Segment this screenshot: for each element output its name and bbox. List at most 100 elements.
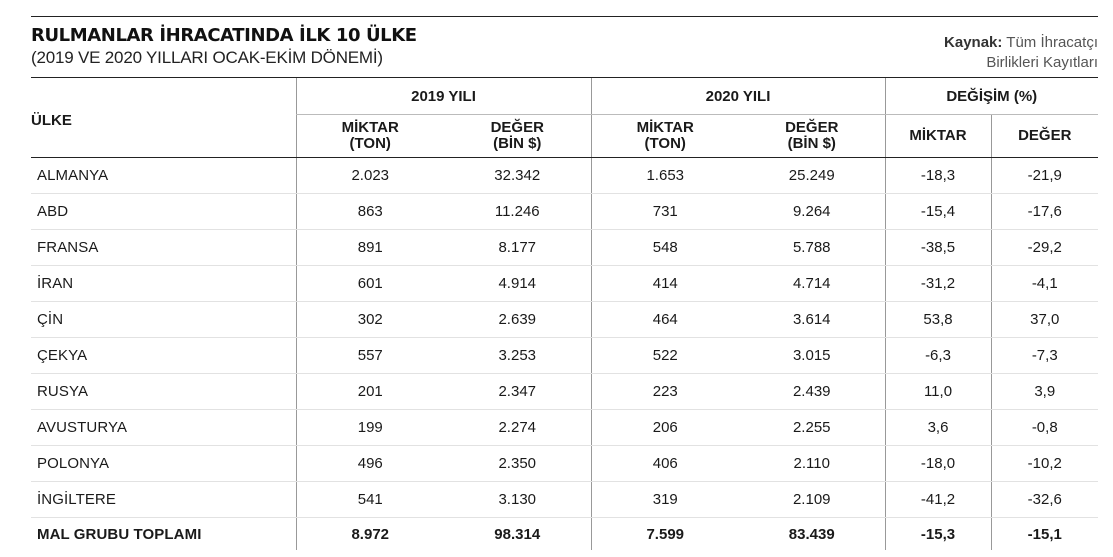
qty-2019-cell: 2.023 xyxy=(295,157,444,194)
change-qty-cell: 53,8 xyxy=(884,301,991,338)
change-val-cell: -17,6 xyxy=(990,193,1098,230)
country-cell: ÇEKYA xyxy=(31,337,296,374)
group-header-change: DEĞİŞİM (%) xyxy=(884,77,1098,115)
change-qty-cell: -18,3 xyxy=(884,157,991,194)
qty-2020-cell: 406 xyxy=(590,445,739,482)
total-row: MAL GRUBU TOPLAMI 8.972 98.314 7.599 83.… xyxy=(31,517,1098,550)
val-2020-cell: 5.788 xyxy=(739,229,885,266)
total-val-2020-cell: 83.439 xyxy=(739,517,885,550)
qty-2020-cell: 414 xyxy=(590,265,739,302)
val-2019-cell: 3.253 xyxy=(444,337,591,374)
total-qty-2020-cell: 7.599 xyxy=(590,517,739,550)
country-header: ÜLKE xyxy=(31,77,296,158)
total-change-qty-cell: -15,3 xyxy=(884,517,991,550)
table-row: FRANSA 891 8.177 548 5.788 -38,5 -29,2 xyxy=(31,229,1098,266)
val-2020-cell: 25.249 xyxy=(739,157,885,194)
country-cell: RUSYA xyxy=(31,373,296,410)
total-qty-2019-cell: 8.972 xyxy=(295,517,444,550)
total-change-val-cell: -15,1 xyxy=(990,517,1098,550)
change-qty-cell: -31,2 xyxy=(884,265,991,302)
val-2020-cell: 2.110 xyxy=(739,445,885,482)
source-label: Kaynak: xyxy=(944,34,1003,51)
qty-2020-cell: 548 xyxy=(590,229,739,266)
qty-2020-cell: 206 xyxy=(590,409,739,446)
country-cell: ALMANYA xyxy=(31,157,296,194)
qty-2019-cell: 863 xyxy=(295,193,444,230)
change-val-cell: -32,6 xyxy=(990,481,1098,518)
country-cell: İNGİLTERE xyxy=(31,481,296,518)
country-cell: FRANSA xyxy=(31,229,296,266)
change-val-cell: 37,0 xyxy=(990,301,1098,338)
country-cell: AVUSTURYA xyxy=(31,409,296,446)
table-row: ÇİN 302 2.639 464 3.614 53,8 37,0 xyxy=(31,301,1098,338)
qty-2020-cell: 1.653 xyxy=(590,157,739,194)
qty-2020-cell: 731 xyxy=(590,193,739,230)
change-qty-cell: -6,3 xyxy=(884,337,991,374)
table-row: RUSYA 201 2.347 223 2.439 11,0 3,9 xyxy=(31,373,1098,410)
export-table: ÜLKE 2019 YILI 2020 YILI DEĞİŞİM (%) MİK… xyxy=(31,77,1098,550)
table-row: İRAN 601 4.914 414 4.714 -31,2 -4,1 xyxy=(31,265,1098,302)
col-header-qty-2020: MİKTAR (TON) xyxy=(590,114,739,158)
qty-2020-cell: 319 xyxy=(590,481,739,518)
change-val-cell: -29,2 xyxy=(990,229,1098,266)
val-2020-cell: 4.714 xyxy=(739,265,885,302)
val-2019-cell: 3.130 xyxy=(444,481,591,518)
qty-2019-cell: 891 xyxy=(295,229,444,266)
qty-2019-cell: 496 xyxy=(295,445,444,482)
val-2019-cell: 2.639 xyxy=(444,301,591,338)
qty-2019-cell: 199 xyxy=(295,409,444,446)
qty-2020-cell: 522 xyxy=(590,337,739,374)
group-header-2020: 2020 YILI xyxy=(590,77,885,115)
change-val-cell: -0,8 xyxy=(990,409,1098,446)
val-2019-cell: 4.914 xyxy=(444,265,591,302)
header-row-columns: MİKTAR (TON) DEĞER (BİN $) MİKTAR (TON) DEĞ… xyxy=(31,114,1098,158)
col-header-val-2020: DEĞER (BİN $) xyxy=(739,114,885,158)
change-val-cell: -21,9 xyxy=(990,157,1098,194)
change-qty-cell: -41,2 xyxy=(884,481,991,518)
change-val-cell: 3,9 xyxy=(990,373,1098,410)
country-cell: ÇİN xyxy=(31,301,296,338)
col-header-val-2019: DEĞER (BİN $) xyxy=(444,114,591,158)
val-2019-cell: 32.342 xyxy=(444,157,591,194)
qty-2019-cell: 541 xyxy=(295,481,444,518)
change-qty-cell: 3,6 xyxy=(884,409,991,446)
change-qty-cell: -38,5 xyxy=(884,229,991,266)
val-2020-cell: 2.255 xyxy=(739,409,885,446)
table-row: ÇEKYA 557 3.253 522 3.015 -6,3 -7,3 xyxy=(31,337,1098,374)
col-header-qty-2019: MİKTAR (TON) xyxy=(295,114,444,158)
table-row: ALMANYA 2.023 32.342 1.653 25.249 -18,3 … xyxy=(31,157,1098,194)
source-note: Kaynak: Tüm İhracatçı Birlikleri Kayıtla… xyxy=(878,33,1098,73)
table-row: POLONYA 496 2.350 406 2.110 -18,0 -10,2 xyxy=(31,445,1098,482)
country-cell: İRAN xyxy=(31,265,296,302)
val-2019-cell: 2.274 xyxy=(444,409,591,446)
country-cell: POLONYA xyxy=(31,445,296,482)
country-cell: ABD xyxy=(31,193,296,230)
change-qty-cell: -15,4 xyxy=(884,193,991,230)
col-header-change-val: DEĞER xyxy=(990,114,1098,158)
qty-2020-cell: 464 xyxy=(590,301,739,338)
change-qty-cell: 11,0 xyxy=(884,373,991,410)
qty-2019-cell: 302 xyxy=(295,301,444,338)
table-row: AVUSTURYA 199 2.274 206 2.255 3,6 -0,8 xyxy=(31,409,1098,446)
qty-2020-cell: 223 xyxy=(590,373,739,410)
val-2020-cell: 9.264 xyxy=(739,193,885,230)
val-2020-cell: 3.015 xyxy=(739,337,885,374)
change-qty-cell: -18,0 xyxy=(884,445,991,482)
col-header-change-qty: MİKTAR xyxy=(884,114,991,158)
total-val-2019-cell: 98.314 xyxy=(444,517,591,550)
source-text-line2: Birlikleri Kayıtları xyxy=(986,54,1098,71)
table-row: ABD 863 11.246 731 9.264 -15,4 -17,6 xyxy=(31,193,1098,230)
val-2020-cell: 3.614 xyxy=(739,301,885,338)
val-2020-cell: 2.109 xyxy=(739,481,885,518)
group-header-2019: 2019 YILI xyxy=(295,77,591,115)
val-2020-cell: 2.439 xyxy=(739,373,885,410)
change-val-cell: -7,3 xyxy=(990,337,1098,374)
val-2019-cell: 2.350 xyxy=(444,445,591,482)
page-title: RULMANLAR İHRACATINDA İLK 10 ÜLKE xyxy=(31,25,417,46)
top-rule xyxy=(31,16,1098,17)
qty-2019-cell: 601 xyxy=(295,265,444,302)
total-label-cell: MAL GRUBU TOPLAMI xyxy=(31,517,296,550)
val-2019-cell: 2.347 xyxy=(444,373,591,410)
change-val-cell: -10,2 xyxy=(990,445,1098,482)
